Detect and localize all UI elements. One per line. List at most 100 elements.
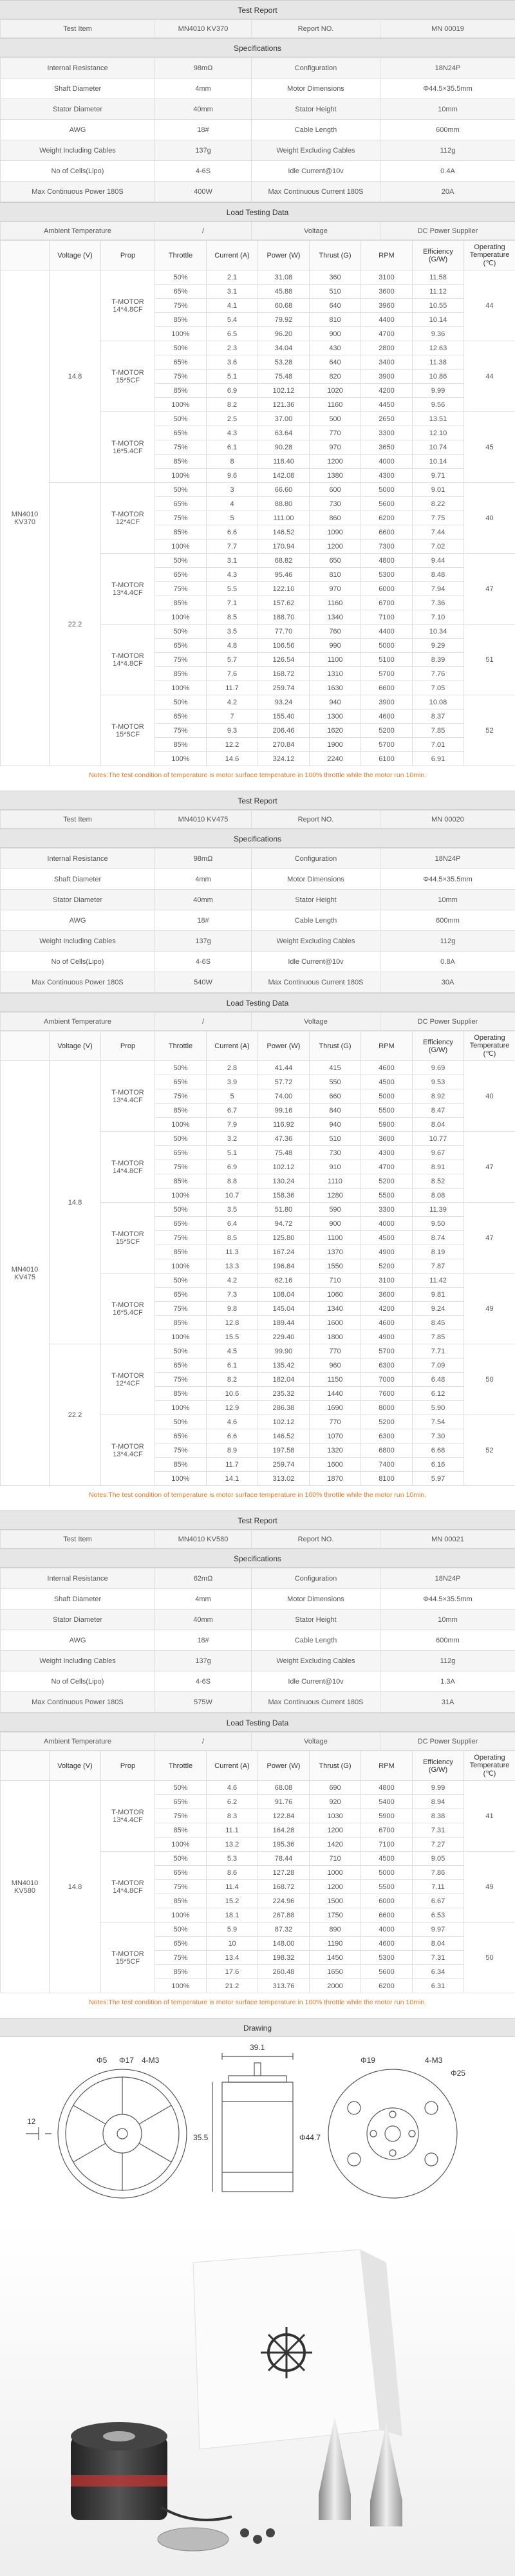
cell: 730 bbox=[309, 1145, 361, 1160]
section-title: Test Report bbox=[0, 0, 515, 19]
cell: 1200 bbox=[309, 1823, 361, 1838]
cell: 11.12 bbox=[412, 284, 464, 299]
cell: 4-6S bbox=[154, 160, 252, 182]
cell: 7.11 bbox=[412, 1879, 464, 1894]
data-row: 65% 4.8 106.56 990 5000 9.29 bbox=[1, 638, 515, 653]
hole bbox=[389, 2149, 397, 2157]
cell: 91.76 bbox=[258, 1794, 310, 1809]
cell: 65% bbox=[154, 355, 207, 370]
header-cell: Current (A) bbox=[206, 1031, 258, 1061]
cell: 11.38 bbox=[412, 355, 464, 370]
cell: 168.72 bbox=[258, 666, 310, 681]
back-view bbox=[328, 2069, 458, 2199]
cell: Idle Current@10v bbox=[251, 160, 380, 182]
cell: 10.6 bbox=[206, 1386, 258, 1401]
cell: 7.71 bbox=[412, 1344, 464, 1359]
cell: 50% bbox=[154, 1922, 207, 1937]
cell: 6.5 bbox=[206, 326, 258, 341]
cell: 5200 bbox=[360, 723, 413, 738]
cell: 730 bbox=[309, 496, 361, 511]
cell: 65% bbox=[154, 709, 207, 724]
cell: 5.5 bbox=[206, 581, 258, 596]
cell: 430 bbox=[309, 341, 361, 355]
cell: 100% bbox=[154, 1908, 207, 1923]
cell: Test Item bbox=[0, 810, 155, 829]
cell: 4600 bbox=[360, 1315, 413, 1330]
cell: 18.1 bbox=[206, 1908, 258, 1923]
load-table: Voltage (V) Prop Throttle Current (A) Power … bbox=[0, 1031, 515, 1486]
cell: 145.04 bbox=[258, 1301, 310, 1316]
cell: Weight Including Cables bbox=[0, 930, 155, 952]
data-row: T-MOTOR 14*4.8CF 50% 3.2 47.36 510 3600 10.77 4… bbox=[1, 1131, 515, 1203]
cell: 7.05 bbox=[412, 681, 464, 695]
hole bbox=[347, 2101, 361, 2115]
data-row: 100% 12.9 286.38 1690 8000 5.90 bbox=[1, 1400, 515, 1415]
cell: 770 bbox=[309, 1344, 361, 1359]
cell: 75% bbox=[154, 511, 207, 525]
cell: 1110 bbox=[309, 1174, 361, 1189]
outline bbox=[102, 2114, 142, 2154]
cell: 6600 bbox=[360, 1908, 413, 1923]
cell: 57.72 bbox=[258, 1075, 310, 1089]
cell: 100% bbox=[154, 1330, 207, 1344]
cell: 75% bbox=[154, 581, 207, 596]
cell: 6.12 bbox=[412, 1386, 464, 1401]
data-row: 85% 12.8 189.44 1600 4600 8.45 bbox=[1, 1315, 515, 1330]
cell: 88.80 bbox=[258, 496, 310, 511]
product-photo bbox=[0, 2224, 515, 2576]
header-cell bbox=[0, 1751, 50, 1781]
cell: 9.29 bbox=[412, 638, 464, 653]
cell: 100% bbox=[154, 326, 207, 341]
cell: 550 bbox=[309, 1075, 361, 1089]
cell: 4300 bbox=[360, 468, 413, 483]
cell: 4400 bbox=[360, 624, 413, 639]
cell: 164.28 bbox=[258, 1823, 310, 1838]
cell: 7.76 bbox=[412, 666, 464, 681]
cell: 510 bbox=[309, 284, 361, 299]
cell: 137g bbox=[154, 140, 252, 161]
cell: 85% bbox=[154, 596, 207, 610]
cell: 970 bbox=[309, 581, 361, 596]
cell: 122.10 bbox=[258, 581, 310, 596]
cell: 1320 bbox=[309, 1443, 361, 1458]
spec-row: Weight Including Cables 137g Weight Exclud… bbox=[0, 140, 515, 161]
cell: 50% bbox=[154, 411, 207, 426]
cell: 6.48 bbox=[412, 1372, 464, 1387]
test-report: Test Report Test Item MN4010 KV475 Report N… bbox=[0, 791, 515, 1510]
front-view bbox=[26, 2069, 187, 2199]
cell: 100% bbox=[154, 468, 207, 483]
header-cell: Current (A) bbox=[206, 240, 258, 270]
cell: 5200 bbox=[360, 1415, 413, 1429]
cell: 7.94 bbox=[412, 581, 464, 596]
data-row: 85% 11.3 167.24 1370 4900 8.19 bbox=[1, 1245, 515, 1259]
cell: 146.52 bbox=[258, 1429, 310, 1443]
header-cell: Power (W) bbox=[258, 1031, 310, 1061]
cell: 7.27 bbox=[412, 1837, 464, 1852]
cell: 12.10 bbox=[412, 426, 464, 440]
cell: 6.31 bbox=[412, 1979, 464, 1993]
temperature-cell: 45 bbox=[464, 411, 515, 483]
data-row: 85% 11.1 164.28 1200 6700 7.31 bbox=[1, 1823, 515, 1838]
spec-row: Shaft Diameter 4mm Motor Dimensions Φ44.5×3… bbox=[0, 1588, 515, 1610]
ambient-table: Ambient Temperature / Voltage DC Power Supp… bbox=[0, 221, 515, 240]
cell: 37.00 bbox=[258, 411, 310, 426]
cell: 990 bbox=[309, 638, 361, 653]
header-cell: Power (W) bbox=[258, 240, 310, 270]
cell: 100% bbox=[154, 681, 207, 695]
cell: 8000 bbox=[360, 1400, 413, 1415]
prop-cell: T-MOTOR 15*5CF bbox=[100, 695, 155, 766]
data-row: T-MOTOR 16*5.4CF 50% 2.5 37.00 500 2650 13.51 4… bbox=[1, 411, 515, 483]
data-row: 22.2 T-MOTOR 12*4CF 50% 3 66.60 600 5000 9.01 40 bbox=[1, 482, 515, 766]
cell: 65% bbox=[154, 284, 207, 299]
motor-cell: MN4010 KV475 bbox=[0, 1060, 50, 1486]
cell: 100% bbox=[154, 1837, 207, 1852]
cell: 4500 bbox=[360, 1230, 413, 1245]
cell: 5700 bbox=[360, 737, 413, 752]
cell: 75% bbox=[154, 1443, 207, 1458]
spec-row: Max Continuous Power 180S 400W Max Continu… bbox=[0, 181, 515, 202]
cell: 1060 bbox=[309, 1287, 361, 1302]
cell: 9.97 bbox=[412, 1922, 464, 1937]
cell: 75% bbox=[154, 440, 207, 455]
photo-svg bbox=[0, 2224, 515, 2576]
cell: Test Item bbox=[0, 1530, 155, 1548]
